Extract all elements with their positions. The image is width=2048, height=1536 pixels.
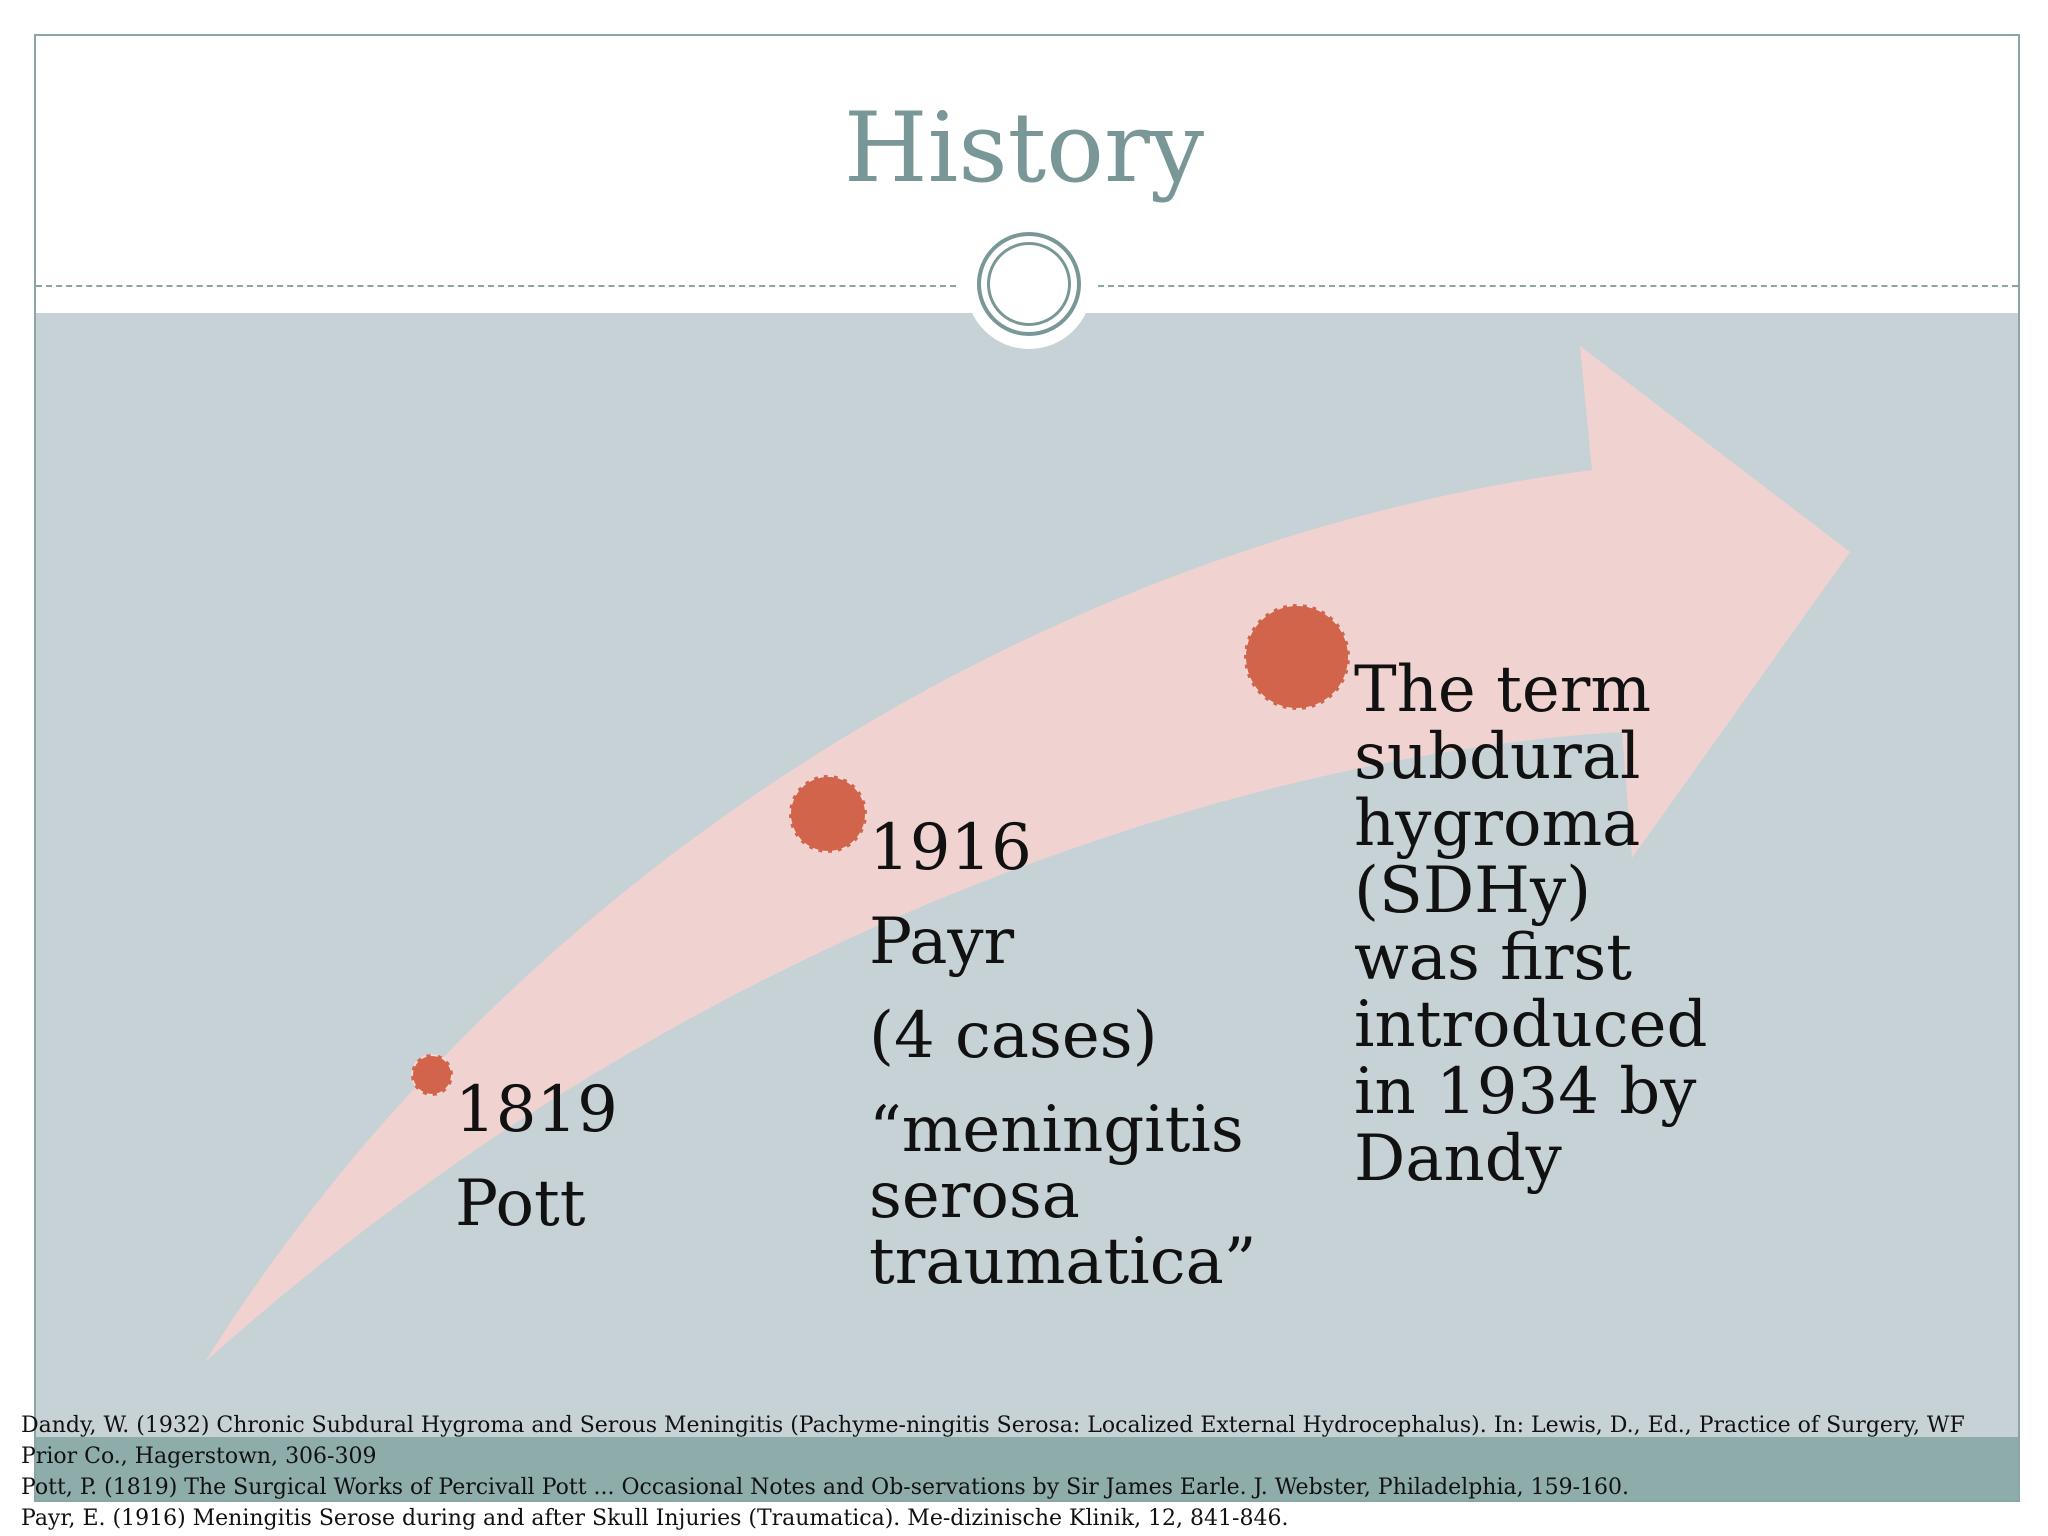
event-1934-line-4: (SDHy) <box>1354 854 1592 928</box>
event-1934-line-8: Dandy <box>1354 1122 1562 1196</box>
timeline-dot-1916 <box>789 775 867 853</box>
reference-dandy-line-1: Dandy, W. (1932) Chronic Subdural Hygrom… <box>21 1413 1965 1438</box>
title-divider-right <box>1098 285 2018 287</box>
event-1819: 1819 Pott <box>455 1078 618 1236</box>
timeline-dot-1819 <box>411 1054 453 1096</box>
event-1934-line-5: was first <box>1354 921 1632 995</box>
slide-title: History <box>843 92 1205 204</box>
event-1819-name: Pott <box>455 1167 586 1241</box>
event-1934-line-6: introduced <box>1354 988 1708 1062</box>
reference-pott: Pott, P. (1819) The Surgical Works of Pe… <box>21 1475 1629 1500</box>
reference-payr: Payr, E. (1916) Meningitis Serose during… <box>21 1506 1289 1531</box>
event-1916-term-line-1: “meningitis <box>869 1093 1244 1167</box>
event-1916-cases: (4 cases) <box>869 999 1158 1073</box>
references: Dandy, W. (1932) Chronic Subdural Hygrom… <box>21 1410 2031 1534</box>
slide-frame <box>34 34 2020 1502</box>
title-badge-inner-ring <box>987 242 1071 326</box>
event-1916-term-line-3: traumatica” <box>869 1225 1257 1299</box>
event-1916-year: 1916 <box>869 811 1032 885</box>
title-badge-ring-icon <box>977 232 1081 336</box>
event-1934-line-7: in 1934 by <box>1354 1055 1697 1129</box>
timeline-dot-1934 <box>1244 604 1350 710</box>
event-1934-line-2: subdural <box>1354 720 1641 794</box>
footer-bar <box>35 1437 2019 1501</box>
timeline-arrow-shape <box>205 346 1850 1362</box>
event-1916-name: Payr <box>869 905 1015 979</box>
event-1916-term-line-2: serosa <box>869 1159 1080 1233</box>
event-1934-line-3: hygroma <box>1354 787 1641 861</box>
event-1819-year: 1819 <box>455 1073 618 1147</box>
reference-dandy-line-2: Prior Co., Hagerstown, 306-309 <box>21 1444 377 1469</box>
title-divider-left <box>36 285 956 287</box>
event-1934: The term subdural hygroma (SDHy) was fir… <box>1354 658 1707 1191</box>
event-1916: 1916 Payr (4 cases) “meningitis serosa t… <box>869 816 1256 1294</box>
event-1934-line-1: The term <box>1354 653 1651 727</box>
